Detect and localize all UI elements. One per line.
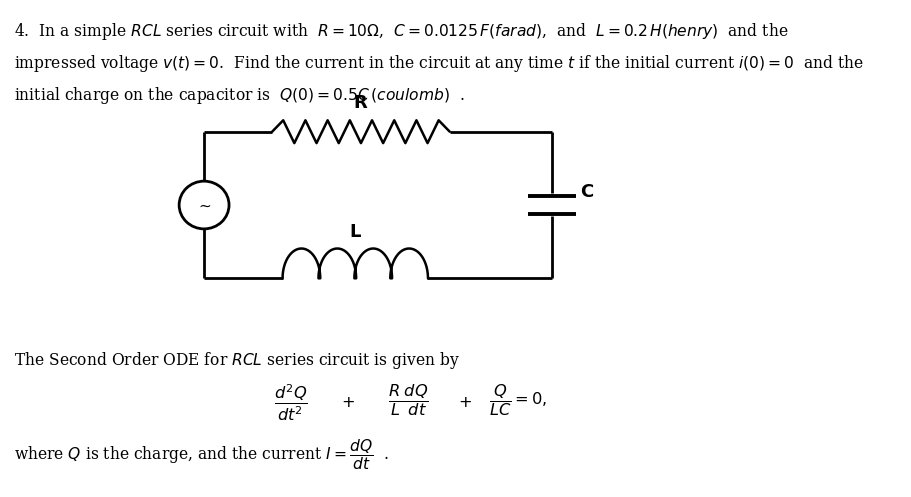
- Text: $\mathbf{L}$: $\mathbf{L}$: [348, 223, 362, 241]
- Text: The Second Order ODE for $\mathit{RCL}$ series circuit is given by: The Second Order ODE for $\mathit{RCL}$ …: [14, 350, 459, 371]
- Text: $\dfrac{R\;dQ}{L\;\;dt}$: $\dfrac{R\;dQ}{L\;\;dt}$: [387, 383, 428, 418]
- Text: $\mathbf{R}$: $\mathbf{R}$: [353, 94, 368, 112]
- Text: 4.  In a simple $\mathit{RCL}$ series circuit with  $R = 10\Omega$,  $C = 0.0125: 4. In a simple $\mathit{RCL}$ series cir…: [14, 21, 787, 42]
- Text: $\sim$: $\sim$: [196, 197, 212, 213]
- Text: $\dfrac{Q}{LC} = 0,$: $\dfrac{Q}{LC} = 0,$: [488, 383, 547, 418]
- Text: impressed voltage $v(t) = 0$.  Find the current in the circuit at any time $t$ i: impressed voltage $v(t) = 0$. Find the c…: [14, 53, 863, 74]
- Text: $\dfrac{d^{2}Q}{dt^{2}}$: $\dfrac{d^{2}Q}{dt^{2}}$: [273, 383, 308, 423]
- Text: $\mathbf{C}$: $\mathbf{C}$: [579, 183, 593, 201]
- Text: $+$: $+$: [457, 394, 471, 411]
- Text: initial charge on the capacitor is  $Q(0) = 0.5C\,(\mathit{coulomb})$  .: initial charge on the capacitor is $Q(0)…: [14, 85, 464, 106]
- Text: $+$: $+$: [341, 394, 354, 411]
- Text: where $Q$ is the charge, and the current $I = \dfrac{dQ}{dt}$  .: where $Q$ is the charge, and the current…: [14, 437, 388, 472]
